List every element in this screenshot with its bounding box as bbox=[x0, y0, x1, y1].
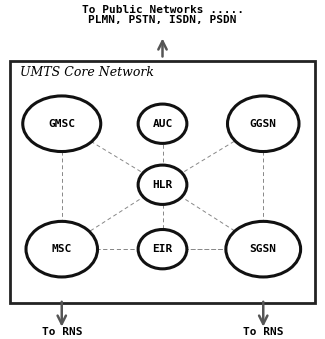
Ellipse shape bbox=[138, 104, 187, 143]
Ellipse shape bbox=[138, 165, 187, 204]
Text: MSC: MSC bbox=[52, 244, 72, 254]
Text: AUC: AUC bbox=[152, 119, 173, 129]
Text: To RNS: To RNS bbox=[243, 327, 283, 337]
Text: To Public Networks .....: To Public Networks ..... bbox=[82, 5, 243, 15]
Ellipse shape bbox=[138, 230, 187, 269]
Text: HLR: HLR bbox=[152, 180, 173, 190]
Text: GMSC: GMSC bbox=[48, 119, 75, 129]
Text: UMTS Core Network: UMTS Core Network bbox=[20, 66, 153, 79]
Text: PLMN, PSTN, ISDN, PSDN: PLMN, PSTN, ISDN, PSDN bbox=[88, 15, 237, 25]
Text: EIR: EIR bbox=[152, 244, 173, 254]
Text: GGSN: GGSN bbox=[250, 119, 277, 129]
Text: SGSN: SGSN bbox=[250, 244, 277, 254]
Text: To RNS: To RNS bbox=[42, 327, 82, 337]
Ellipse shape bbox=[226, 221, 301, 277]
Ellipse shape bbox=[23, 96, 101, 152]
Ellipse shape bbox=[26, 221, 97, 277]
FancyBboxPatch shape bbox=[10, 61, 315, 303]
Ellipse shape bbox=[227, 96, 299, 152]
